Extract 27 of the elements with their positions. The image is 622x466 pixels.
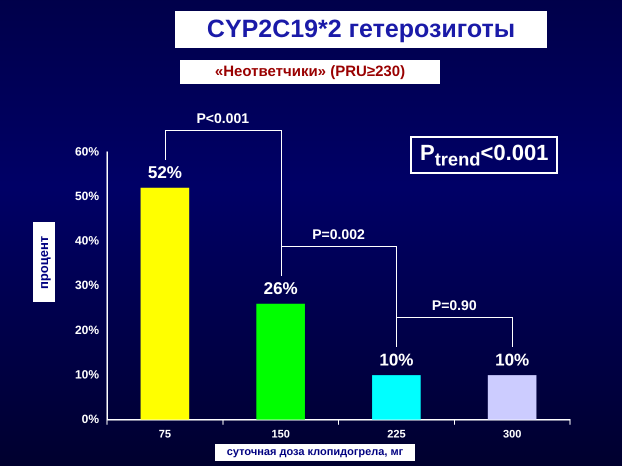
- y-tick-label: 0%: [82, 412, 100, 426]
- bar: [488, 375, 536, 420]
- x-axis-title: суточная доза клопидогрела, мг: [215, 444, 415, 461]
- text: P<0.001: [196, 110, 250, 126]
- y-tick-label: 20%: [74, 322, 100, 337]
- y-tick-label: 30%: [74, 278, 100, 292]
- y-tick-label: 60%: [74, 144, 100, 158]
- y-tick-label: 10%: [74, 367, 100, 382]
- data-label: 52%: [148, 162, 182, 182]
- annotation: P$_{trend}$<0.001: [410, 136, 558, 174]
- annotation: P=0.90: [432, 297, 477, 314]
- y-tick-label: 50%: [74, 188, 100, 203]
- x-tick-label: 225: [387, 428, 406, 440]
- y-axis-title: процент: [33, 222, 55, 302]
- annotation: P=0.002: [312, 226, 365, 242]
- chart-title: CYP2C19*2 гетерозиготы: [175, 11, 547, 48]
- y-tick-label: 40%: [74, 234, 100, 248]
- bar: [372, 375, 421, 420]
- data-label: 26%: [264, 278, 298, 298]
- chart-subtitle: «Неответчики» (PRU≥230): [180, 60, 440, 84]
- bar: [140, 188, 190, 420]
- data-label: 10%: [379, 350, 414, 370]
- x-tick-label: 150: [271, 428, 290, 440]
- x-tick-label: 300: [502, 428, 522, 440]
- data-label: 10%: [495, 350, 530, 370]
- bar: [256, 304, 305, 420]
- x-tick-label: 75: [158, 428, 172, 440]
